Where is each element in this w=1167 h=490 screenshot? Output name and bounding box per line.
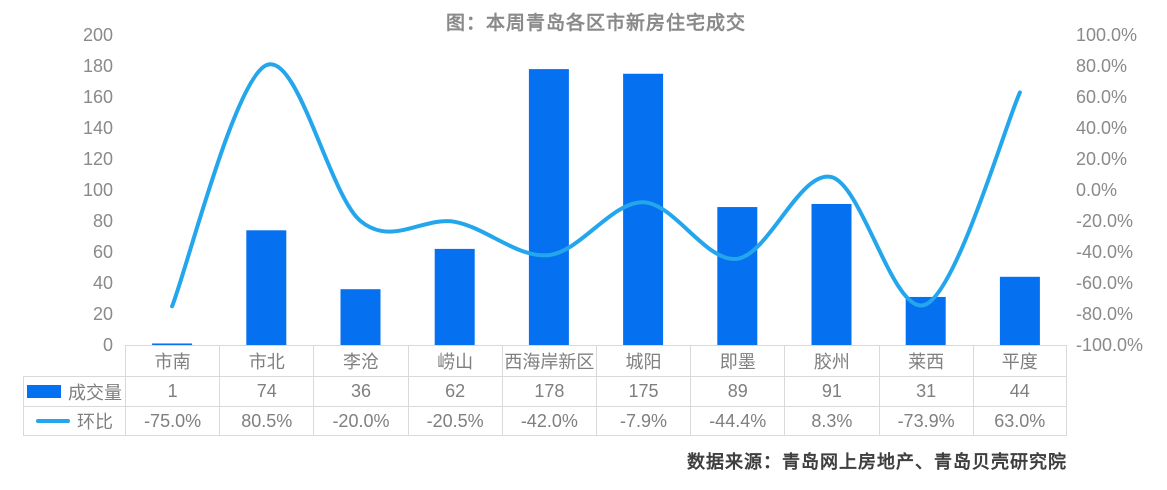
mom-value-即墨: -44.4% [690,406,785,436]
volume-value-即墨: 89 [690,376,785,406]
table-header-崂山: 崂山 [407,345,502,376]
bar-崂山 [434,248,475,345]
right-axis-tick-label: -100.0% [1076,335,1143,355]
right-axis-tick-label: 100.0% [1076,25,1137,45]
left-axis-tick-label: 160 [83,87,113,107]
trend-line [170,62,1022,309]
bar-西海岸新区 [528,69,569,345]
chart-title: 图：本周青岛各区市新房住宅成交 [445,13,746,34]
mom-value-李沧: -20.0% [313,406,408,436]
right-axis-tick-label: 0.0% [1076,180,1117,200]
left-axis-tick-label: 100 [83,180,113,200]
right-axis-tick-label: 20.0% [1076,149,1127,169]
right-axis-tick-label: -40.0% [1076,242,1133,262]
volume-value-市南: 1 [125,376,220,406]
mom-value-平度: 63.0% [972,406,1067,436]
table-header-李沧: 李沧 [313,345,408,376]
bar-平度 [999,276,1040,345]
table-header-胶州: 胶州 [784,345,879,376]
table-header-莱西: 莱西 [878,345,973,376]
mom-legend-label: 环比 [77,412,113,432]
mom-value-市南: -75.0% [125,406,220,436]
right-axis-tick-label: -60.0% [1076,273,1133,293]
mom-legend-swatch-icon [36,419,70,423]
table-header-西海岸新区: 西海岸新区 [501,345,596,376]
volume-value-李沧: 36 [313,376,408,406]
right-axis-tick-label: -80.0% [1076,304,1133,324]
mom-value-莱西: -73.9% [878,406,973,436]
left-axis-tick-label: 40 [93,273,113,293]
right-axis-tick-label: 60.0% [1076,87,1127,107]
bar-李沧 [340,289,381,345]
table-corner-cell [23,345,125,376]
volume-value-西海岸新区: 178 [501,376,596,406]
table-header-即墨: 即墨 [690,345,785,376]
table-header-城阳: 城阳 [595,345,691,376]
volume-legend-label: 成交量 [68,382,122,403]
mom-value-城阳: -7.9% [595,406,691,436]
volume-value-胶州: 91 [784,376,879,406]
mom-value-西海岸新区: -42.0% [501,406,596,436]
data-table: 市南 市北 李沧 崂山 西海岸新区 城阳 即墨 胶州 莱西 平度 成交量 1 74 36 62 178 175 8… [23,345,1067,436]
volume-value-莱西: 31 [878,376,973,406]
left-axis-tick-label: 60 [93,242,113,262]
left-axis-tick-label: 180 [83,56,113,76]
right-axis-tick-label: 80.0% [1076,56,1127,76]
table-header-市北: 市北 [219,345,314,376]
left-axis-tick-label: 200 [83,25,113,45]
left-axis-tick-label: 120 [83,149,113,169]
bar-市北 [246,230,287,345]
legend-item-volume: 成交量 [23,376,125,406]
left-axis-tick-label: 0 [103,335,113,355]
bar-胶州 [811,203,852,345]
volume-legend-swatch-icon [27,385,61,398]
mom-value-崂山: -20.5% [407,406,502,436]
mom-value-市北: 80.5% [219,406,314,436]
bar-城阳 [623,73,664,345]
volume-value-平度: 44 [972,376,1067,406]
volume-value-城阳: 175 [595,376,691,406]
right-axis-tick-label: -20.0% [1076,211,1133,231]
right-axis-tick-label: 40.0% [1076,118,1127,138]
volume-value-崂山: 62 [407,376,502,406]
left-axis-tick-label: 20 [93,304,113,324]
legend-item-mom: 环比 [23,406,125,436]
left-axis-tick-label: 80 [93,211,113,231]
combo-chart-plot: 0 20 40 60 80 100 120 140 160 180 200 -100.0% -80.0%… [83,25,1143,355]
volume-value-市北: 74 [219,376,314,406]
left-axis-tick-label: 140 [83,118,113,138]
bar-即墨 [717,207,758,345]
table-header-平度: 平度 [972,345,1067,376]
table-header-市南: 市南 [125,345,220,376]
mom-value-胶州: 8.3% [784,406,879,436]
bar-市南 [152,343,193,345]
source-note: 数据来源：青岛网上房地产、青岛贝壳研究院 [687,452,1067,472]
